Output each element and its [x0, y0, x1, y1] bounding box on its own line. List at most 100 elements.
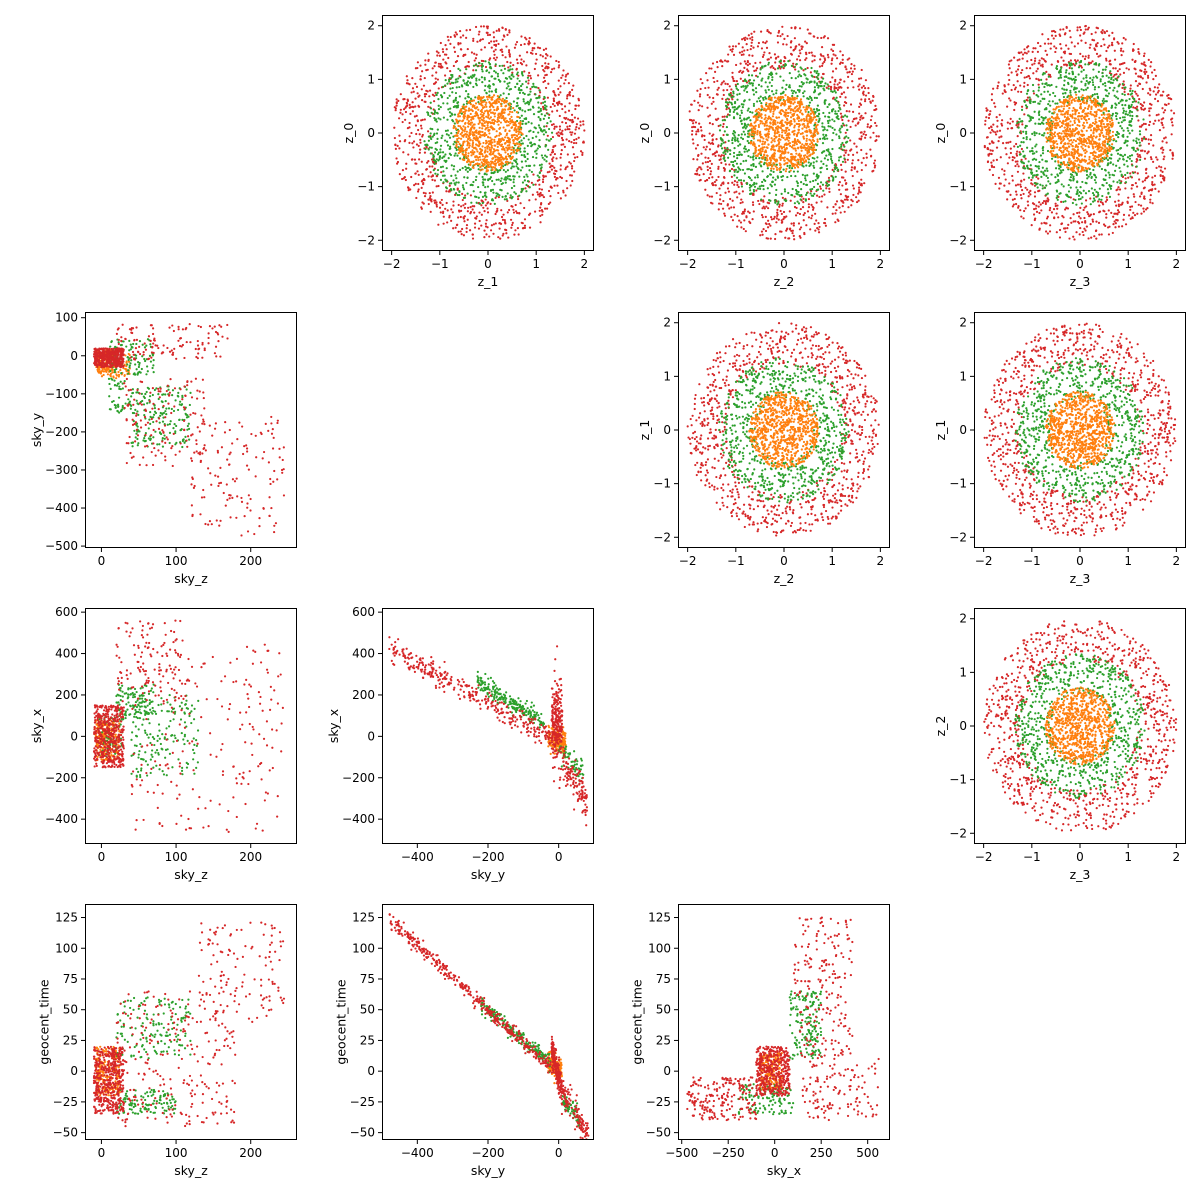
- middle-point: [732, 155, 736, 158]
- middle-point: [536, 96, 539, 100]
- outer-point: [743, 208, 746, 211]
- middle-point: [440, 136, 443, 140]
- middle-point: [838, 129, 841, 132]
- outer-point: [722, 122, 725, 126]
- middle-point: [748, 81, 751, 85]
- outer-point: [765, 40, 768, 43]
- outer-point: [738, 219, 741, 222]
- outer-point: [435, 185, 438, 188]
- inner-point: [507, 138, 511, 141]
- outer-point: [843, 198, 847, 201]
- outer-point: [539, 203, 543, 206]
- middle-point: [520, 187, 523, 191]
- middle-point: [796, 95, 799, 98]
- inner-point: [756, 133, 759, 136]
- outer-point: [568, 128, 571, 131]
- middle-point: [784, 199, 787, 203]
- outer-point: [563, 145, 566, 148]
- middle-point: [475, 175, 478, 178]
- middle-point: [838, 146, 841, 150]
- outer-point: [721, 65, 724, 68]
- inner-point: [480, 97, 483, 100]
- middle-point: [826, 119, 830, 123]
- inner-point: [786, 98, 789, 102]
- outer-point: [862, 156, 865, 160]
- outer-point: [582, 123, 585, 126]
- outer-point: [540, 102, 543, 105]
- middle-point: [742, 85, 745, 88]
- middle-point: [721, 119, 724, 122]
- inner-point: [796, 101, 800, 104]
- outer-point: [834, 203, 837, 206]
- x-tick-label: −2: [679, 257, 697, 271]
- outer-point: [547, 62, 550, 65]
- outer-point: [559, 164, 562, 167]
- middle-point: [532, 183, 535, 186]
- outer-point: [524, 36, 527, 39]
- outer-point: [421, 135, 424, 138]
- outer-point: [728, 45, 731, 48]
- inner-point: [760, 116, 763, 119]
- middle-point: [724, 152, 727, 156]
- inner-point: [802, 146, 805, 149]
- middle-point: [747, 74, 751, 77]
- middle-point: [821, 77, 825, 80]
- outer-point: [839, 193, 842, 196]
- middle-point: [436, 137, 439, 141]
- middle-point: [768, 81, 771, 84]
- outer-point: [841, 118, 844, 122]
- outer-point: [841, 61, 844, 65]
- middle-point: [423, 140, 426, 143]
- inner-point: [463, 106, 466, 109]
- outer-point: [864, 87, 867, 90]
- middle-point: [499, 179, 502, 183]
- middle-point: [544, 144, 548, 147]
- inner-point: [472, 153, 475, 156]
- inner-point: [816, 140, 819, 143]
- outer-point: [843, 80, 846, 83]
- middle-point: [837, 109, 840, 113]
- inner-point: [517, 137, 520, 140]
- middle-point: [447, 108, 450, 111]
- outer-point: [844, 151, 847, 154]
- inner-point: [763, 124, 766, 127]
- outer-point: [765, 237, 768, 240]
- outer-point: [760, 47, 764, 50]
- outer-point: [835, 209, 838, 212]
- middle-point: [736, 170, 739, 174]
- outer-point: [846, 58, 849, 61]
- outer-point: [833, 87, 836, 90]
- middle-point: [504, 176, 508, 179]
- outer-point: [427, 175, 430, 178]
- inner-point: [497, 120, 501, 123]
- outer-point: [551, 68, 554, 71]
- middle-point: [758, 99, 762, 103]
- outer-point: [818, 65, 821, 68]
- middle-point: [436, 168, 440, 172]
- middle-point: [819, 137, 822, 140]
- middle-point: [450, 189, 453, 192]
- outer-point: [408, 135, 411, 138]
- inner-point: [458, 149, 461, 152]
- inner-point: [478, 126, 481, 129]
- outer-point: [420, 127, 423, 130]
- middle-point: [841, 122, 845, 125]
- middle-point: [732, 90, 735, 93]
- middle-point: [518, 86, 521, 90]
- outer-point: [454, 60, 457, 64]
- inner-point: [772, 112, 775, 116]
- middle-point: [437, 108, 441, 111]
- outer-point: [695, 133, 698, 136]
- inner-point: [504, 156, 508, 160]
- middle-point: [834, 167, 837, 171]
- inner-point: [466, 157, 469, 160]
- middle-point: [503, 198, 506, 201]
- middle-point: [763, 161, 766, 164]
- outer-point: [422, 84, 426, 87]
- middle-point: [538, 96, 541, 99]
- middle-point: [836, 168, 840, 171]
- inner-point: [510, 136, 514, 139]
- middle-point: [791, 187, 794, 191]
- middle-point: [465, 81, 469, 84]
- outer-point: [830, 59, 834, 62]
